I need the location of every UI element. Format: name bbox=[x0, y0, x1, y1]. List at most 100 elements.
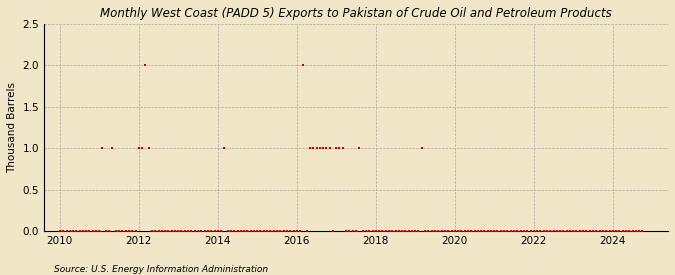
Point bbox=[423, 229, 434, 233]
Point bbox=[153, 229, 164, 233]
Point bbox=[479, 229, 490, 233]
Point bbox=[127, 229, 138, 233]
Point bbox=[436, 229, 447, 233]
Point bbox=[548, 229, 559, 233]
Point bbox=[298, 63, 309, 68]
Point bbox=[541, 229, 552, 233]
Point bbox=[377, 229, 388, 233]
Point bbox=[561, 229, 572, 233]
Point bbox=[581, 229, 592, 233]
Point bbox=[327, 229, 338, 233]
Point bbox=[78, 229, 88, 233]
Point bbox=[450, 229, 460, 233]
Point bbox=[472, 229, 483, 233]
Point bbox=[341, 229, 352, 233]
Point bbox=[574, 229, 585, 233]
Title: Monthly West Coast (PADD 5) Exports to Pakistan of Crude Oil and Petroleum Produ: Monthly West Coast (PADD 5) Exports to P… bbox=[100, 7, 612, 20]
Point bbox=[383, 229, 394, 233]
Point bbox=[331, 146, 342, 150]
Point bbox=[134, 146, 144, 150]
Point bbox=[486, 229, 497, 233]
Point bbox=[397, 229, 408, 233]
Point bbox=[522, 229, 533, 233]
Point bbox=[380, 229, 391, 233]
Point bbox=[364, 229, 375, 233]
Point bbox=[229, 229, 240, 233]
Point bbox=[301, 229, 312, 233]
Point bbox=[281, 229, 292, 233]
Point bbox=[117, 229, 128, 233]
Point bbox=[515, 229, 526, 233]
Point bbox=[509, 229, 520, 233]
Point bbox=[476, 229, 487, 233]
Point bbox=[199, 229, 210, 233]
Point bbox=[64, 229, 75, 233]
Point bbox=[232, 229, 243, 233]
Point bbox=[443, 229, 454, 233]
Point bbox=[400, 229, 411, 233]
Point bbox=[604, 229, 615, 233]
Point bbox=[61, 229, 72, 233]
Point bbox=[157, 229, 167, 233]
Point bbox=[597, 229, 608, 233]
Point bbox=[55, 229, 65, 233]
Point bbox=[555, 229, 566, 233]
Point bbox=[143, 146, 154, 150]
Point bbox=[222, 229, 233, 233]
Point bbox=[245, 229, 256, 233]
Point bbox=[236, 229, 246, 233]
Point bbox=[367, 229, 378, 233]
Point bbox=[608, 229, 618, 233]
Point bbox=[344, 229, 354, 233]
Point bbox=[482, 229, 493, 233]
Point bbox=[373, 229, 384, 233]
Point bbox=[637, 229, 648, 233]
Point bbox=[81, 229, 92, 233]
Point bbox=[271, 229, 282, 233]
Point bbox=[252, 229, 263, 233]
Point bbox=[433, 229, 443, 233]
Point bbox=[97, 146, 108, 150]
Point bbox=[90, 229, 101, 233]
Point bbox=[630, 229, 641, 233]
Point bbox=[403, 229, 414, 233]
Point bbox=[456, 229, 467, 233]
Point bbox=[166, 229, 177, 233]
Point bbox=[452, 229, 463, 233]
Point bbox=[101, 229, 111, 233]
Point bbox=[529, 229, 539, 233]
Point bbox=[350, 229, 361, 233]
Point bbox=[311, 146, 322, 150]
Point bbox=[120, 229, 131, 233]
Point bbox=[416, 146, 427, 150]
Point bbox=[502, 229, 513, 233]
Point bbox=[624, 229, 634, 233]
Point bbox=[469, 229, 480, 233]
Point bbox=[186, 229, 196, 233]
Y-axis label: Thousand Barrels: Thousand Barrels bbox=[7, 82, 17, 173]
Point bbox=[338, 146, 348, 150]
Point bbox=[160, 229, 171, 233]
Point bbox=[146, 229, 157, 233]
Point bbox=[439, 229, 450, 233]
Point bbox=[578, 229, 589, 233]
Point bbox=[87, 229, 98, 233]
Point bbox=[242, 229, 253, 233]
Point bbox=[357, 229, 368, 233]
Point bbox=[239, 229, 250, 233]
Point bbox=[321, 146, 332, 150]
Point bbox=[506, 229, 516, 233]
Point bbox=[334, 146, 345, 150]
Point bbox=[413, 229, 424, 233]
Point bbox=[57, 229, 68, 233]
Point bbox=[531, 229, 542, 233]
Point bbox=[634, 229, 645, 233]
Point bbox=[304, 146, 315, 150]
Point bbox=[610, 229, 621, 233]
Point bbox=[104, 229, 115, 233]
Point bbox=[294, 229, 305, 233]
Point bbox=[427, 229, 437, 233]
Point bbox=[262, 229, 273, 233]
Point bbox=[594, 229, 605, 233]
Point bbox=[140, 63, 151, 68]
